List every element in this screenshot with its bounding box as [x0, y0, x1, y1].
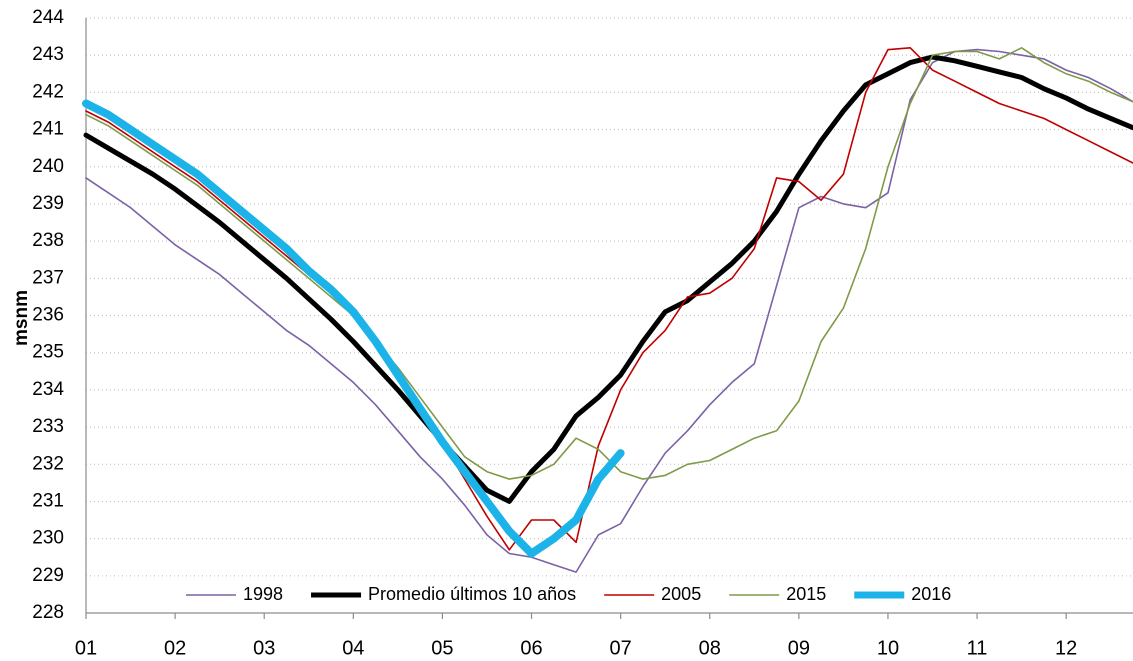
legend-label: 2005 — [661, 584, 701, 604]
y-tick-label: 231 — [32, 490, 64, 511]
y-tick-label: 233 — [32, 416, 64, 437]
x-tick-label: 06 — [520, 637, 542, 659]
x-tick-label: 08 — [699, 637, 721, 659]
y-tick-label: 236 — [32, 305, 64, 326]
y-tick-label: 239 — [32, 193, 64, 214]
series-line — [82, 99, 625, 558]
y-tick-label: 228 — [32, 602, 64, 623]
y-tick-label: 244 — [32, 7, 64, 28]
y-tick-label: 242 — [32, 81, 64, 102]
x-tick-label: 10 — [877, 637, 899, 659]
legend-label: 1998 — [243, 584, 283, 604]
y-tick-label: 243 — [32, 44, 64, 65]
x-tick-label: 02 — [164, 637, 186, 659]
x-tick-label: 05 — [431, 637, 453, 659]
legend-label: 2015 — [786, 584, 826, 604]
x-tick-label: 07 — [610, 637, 632, 659]
series-line — [83, 54, 1133, 504]
y-tick-label: 238 — [32, 230, 64, 251]
y-tick-label: 235 — [32, 342, 64, 363]
series-line — [85, 47, 1133, 480]
x-tick-label: 03 — [253, 637, 275, 659]
y-tick-label: 241 — [32, 119, 64, 140]
y-tick-label: 234 — [32, 379, 64, 400]
legend-label: 2016 — [911, 584, 951, 604]
series-line — [85, 48, 1133, 573]
y-axis-label: msnm — [11, 290, 32, 346]
x-tick-label: 04 — [342, 637, 364, 659]
y-tick-label: 240 — [32, 156, 64, 177]
x-tick-label: 12 — [1055, 637, 1077, 659]
x-tick-label: 11 — [967, 637, 988, 659]
legend-label: Promedio últimos 10 años — [368, 584, 576, 604]
y-tick-label: 229 — [32, 565, 64, 586]
y-tick-label: 237 — [32, 267, 64, 288]
x-tick-label: 09 — [788, 637, 810, 659]
series-line — [85, 47, 1133, 551]
y-tick-label: 232 — [32, 453, 64, 474]
y-tick-label: 230 — [32, 528, 64, 549]
x-tick-label: 01 — [75, 637, 97, 659]
